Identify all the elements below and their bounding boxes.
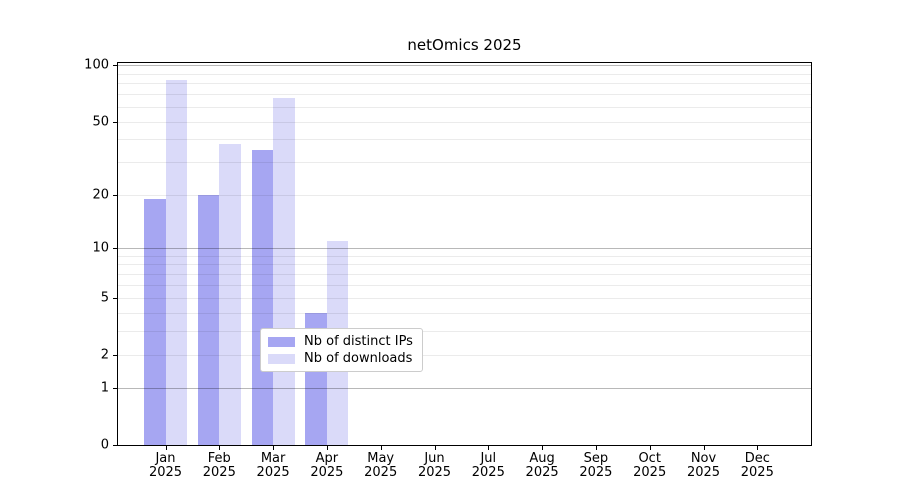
gridline-major [118, 65, 811, 67]
bar-feb-downloads [219, 143, 241, 445]
gridline-minor [118, 312, 811, 314]
y-tick-mark [113, 247, 117, 249]
gridline-minor [118, 194, 811, 196]
x-tick-year: 2025 [417, 465, 452, 480]
y-tick-label: 20 [92, 187, 109, 203]
bar-jan-downloads [165, 80, 187, 445]
gridline-minor [118, 284, 811, 286]
x-tick-year: 2025 [364, 465, 398, 480]
x-tick-year: 2025 [633, 465, 667, 480]
y-tick-mark [113, 65, 117, 67]
x-tick-mark [757, 446, 759, 450]
gridline-minor [118, 73, 811, 75]
x-tick-label: Oct 2025 [633, 452, 666, 480]
y-tick-mark [113, 297, 117, 299]
x-tick-label: Mar 2025 [257, 452, 290, 480]
x-tick-month: Aug [529, 451, 555, 466]
y-tick-mark [113, 194, 117, 196]
x-tick-label: Sep 2025 [579, 452, 612, 480]
x-tick-mark [434, 446, 436, 450]
x-tick-year: 2025 [202, 465, 236, 480]
y-tick-label: 50 [92, 114, 109, 130]
x-tick-label: May 2025 [364, 452, 397, 480]
x-tick-mark [273, 446, 275, 450]
gridline-minor [118, 330, 811, 332]
x-tick-label: Feb 2025 [203, 452, 236, 480]
x-tick-mark [326, 446, 328, 450]
legend-swatch-distinct-ips [268, 336, 295, 347]
x-tick-label: Apr 2025 [310, 452, 343, 480]
gridline-minor [118, 139, 811, 141]
y-tick-mark [113, 121, 117, 123]
gridline-minor [118, 121, 811, 123]
x-tick-mark [649, 446, 651, 450]
y-tick-mark [113, 387, 117, 389]
x-tick-month: Jan [155, 451, 176, 466]
x-tick-year: 2025 [686, 465, 721, 480]
x-tick-month: Feb [207, 451, 231, 466]
gridline-minor [118, 273, 811, 275]
x-tick-month: Sep [583, 451, 609, 466]
chart-title: netOmics 2025 [407, 36, 522, 54]
y-tick-label: 100 [84, 57, 109, 73]
x-tick-mark [219, 446, 221, 450]
bar-jan-ips [144, 198, 166, 445]
gridline-minor [118, 354, 811, 356]
plot-area [117, 62, 812, 446]
gridline-minor [118, 297, 811, 299]
x-tick-month: Jun [424, 451, 445, 466]
legend: Nb of distinct IPs Nb of downloads [260, 328, 423, 372]
y-tick-label: 0 [100, 437, 109, 453]
gridline-major [118, 247, 811, 249]
x-tick-month: Oct [638, 451, 661, 466]
x-tick-month: Apr [315, 451, 339, 466]
x-tick-year: 2025 [579, 465, 613, 480]
legend-label: Nb of distinct IPs [304, 334, 413, 349]
x-tick-label: Jan 2025 [149, 452, 182, 480]
gridline-major [118, 387, 811, 389]
gridline-minor [118, 255, 811, 257]
x-tick-mark [595, 446, 597, 450]
bar-feb-ips [197, 194, 220, 445]
x-tick-year: 2025 [310, 465, 344, 480]
gridline-minor [118, 83, 811, 85]
x-tick-mark [703, 446, 705, 450]
y-tick-mark [113, 445, 117, 446]
x-tick-month: Dec [744, 451, 770, 466]
x-tick-label: Jul 2025 [472, 452, 505, 480]
legend-row: Nb of downloads [268, 350, 413, 367]
x-tick-mark [380, 446, 382, 450]
gridline-minor [118, 106, 811, 108]
x-tick-label: Jun 2025 [418, 452, 451, 480]
bar-mar-downloads [273, 97, 295, 445]
x-tick-month: Nov [690, 451, 717, 466]
x-tick-mark [165, 446, 167, 450]
x-tick-month: Jul [480, 451, 497, 466]
x-tick-label: Nov 2025 [687, 452, 720, 480]
x-tick-mark [488, 446, 490, 450]
gridline-minor [118, 94, 811, 96]
x-tick-label: Dec 2025 [741, 452, 774, 480]
legend-label: Nb of downloads [304, 351, 413, 366]
y-tick-label: 2 [100, 347, 109, 363]
legend-swatch-downloads [268, 353, 295, 364]
legend-row: Nb of distinct IPs [268, 333, 413, 350]
gridline-minor [118, 264, 811, 266]
y-tick-mark [113, 354, 117, 356]
x-tick-year: 2025 [148, 465, 183, 480]
x-tick-year: 2025 [471, 465, 505, 480]
y-tick-label: 1 [100, 380, 109, 396]
x-tick-year: 2025 [740, 465, 774, 480]
x-tick-year: 2025 [256, 465, 290, 480]
gridline-minor [118, 162, 811, 164]
x-tick-month: Mar [260, 451, 286, 466]
x-tick-year: 2025 [525, 465, 559, 480]
y-tick-label: 10 [92, 240, 109, 256]
y-tick-label: 5 [100, 290, 109, 306]
x-tick-label: Aug 2025 [526, 452, 559, 480]
x-tick-month: May [367, 451, 395, 466]
x-tick-mark [542, 446, 544, 450]
